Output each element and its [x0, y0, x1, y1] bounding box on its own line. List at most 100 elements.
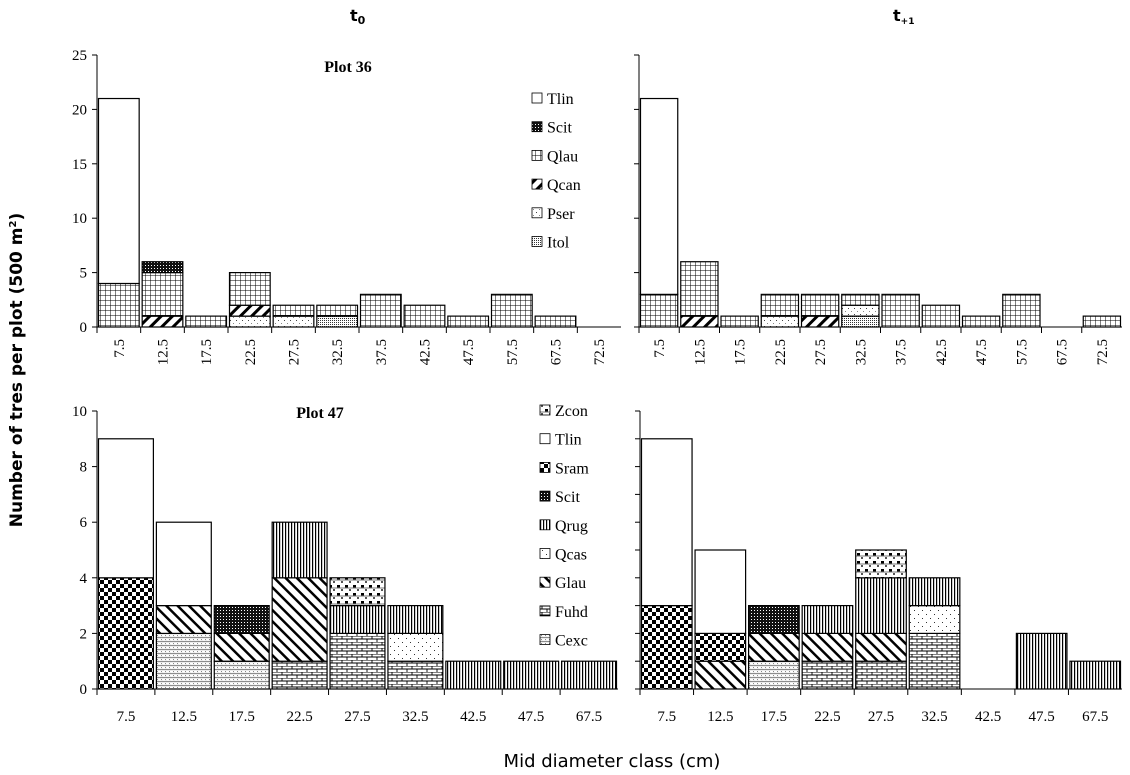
legend-label-qcas: Qcas	[555, 547, 587, 564]
bar-segment-cexc-17.5	[213, 660, 270, 690]
legend-label-pser: Pser	[547, 206, 575, 223]
bar-segment-scit-12.5	[141, 261, 184, 274]
legend-swatch-itol	[531, 236, 543, 247]
x-tick-label: 47.5	[1029, 709, 1055, 725]
bar-segment-qlau-7.5	[97, 282, 140, 328]
bar-segment-qlau-37.5	[359, 293, 402, 328]
x-tick-label: 22.5	[243, 339, 259, 365]
x-tick-label: 27.5	[813, 339, 829, 365]
bar-segment-qlau-47.5	[961, 315, 1001, 328]
x-tick-label: 17.5	[229, 709, 255, 725]
y-tick-label: 20	[72, 102, 87, 118]
column-title-t1: t+1	[893, 6, 914, 27]
legend-swatch-scit	[539, 490, 551, 502]
y-axis-label: Number of tres per plot (500 m2)	[7, 213, 27, 527]
x-tick-label: 17.5	[733, 339, 749, 365]
x-tick-label: 12.5	[156, 339, 172, 365]
x-tick-label: 32.5	[921, 709, 947, 725]
legend-swatch-qcas	[539, 548, 551, 559]
bar-segment-pser-32.5	[841, 304, 880, 317]
legend-label-fuhd: Fuhd	[555, 604, 588, 621]
bar-segment-fuhd-22.5	[801, 660, 854, 690]
bar-segment-qlau-27.5	[800, 293, 840, 317]
y-tick-label: 0	[80, 320, 88, 336]
bar-segment-sram-12.5	[694, 632, 747, 662]
bar-segment-qcas-32.5	[908, 604, 961, 634]
legend-label-scit: Scit	[547, 120, 572, 137]
bar-segment-tlin-12.5	[155, 521, 212, 607]
bar-segment-tlin-7.5	[97, 97, 140, 285]
bar-segment-glau-12.5	[155, 604, 212, 634]
bar-segment-qlau-57.5	[1002, 293, 1041, 328]
bar-segment-qlau-72.5	[1082, 315, 1122, 328]
legend-swatch-qlau	[531, 149, 543, 161]
bar-segment-sram-7.5	[97, 577, 154, 690]
x-tick-label: 7.5	[112, 339, 128, 358]
legend-label-qrug: Qrug	[555, 518, 588, 535]
bar-segment-qcan-12.5	[141, 315, 184, 328]
bar-segment-fuhd-27.5	[329, 632, 386, 690]
x-tick-label: 32.5	[853, 339, 869, 365]
bar-segment-qlau-7.5	[639, 293, 679, 328]
bar-segment-qrug-67.5	[561, 660, 618, 690]
x-tick-label: 47.5	[461, 339, 477, 365]
bar-segment-qlau-32.5	[316, 304, 359, 317]
bar-segment-scit-17.5	[213, 604, 270, 634]
bar-segment-scit-17.5	[748, 604, 800, 634]
x-tick-label: 12.5	[171, 709, 197, 725]
legend-label-glau: Glau	[555, 575, 586, 592]
bar-segment-glau-22.5	[271, 577, 328, 662]
bar-segment-qcas-32.5	[387, 632, 444, 662]
x-tick-label: 72.5	[1095, 339, 1111, 365]
plot-annotation: Plot 36	[324, 59, 372, 76]
y-tick-label: 2	[80, 626, 88, 642]
bar-segment-qcan-22.5	[228, 304, 271, 317]
bar-segment-cexc-12.5	[155, 632, 212, 690]
y-tick-label: 25	[72, 48, 87, 64]
bar-segment-qcan-27.5	[800, 315, 840, 328]
bar-segment-qrug-67.5	[1069, 660, 1122, 690]
x-tick-label: 12.5	[707, 709, 733, 725]
bar-segment-glau-27.5	[855, 632, 907, 662]
x-tick-label: 22.5	[286, 709, 312, 725]
y-tick-label: 8	[80, 460, 88, 476]
bar-segment-qlau-37.5	[881, 293, 920, 328]
bar-segment-qlau-22.5	[760, 293, 800, 317]
bar-segment-fuhd-27.5	[855, 660, 907, 690]
legend-label-qlau: Qlau	[547, 148, 578, 165]
legend-label-qcan: Qcan	[547, 177, 581, 194]
x-tick-label: 7.5	[117, 709, 136, 725]
legend-swatch-tlin	[539, 433, 551, 445]
x-tick-label: 27.5	[344, 709, 370, 725]
bar-segment-pser-22.5	[760, 315, 800, 328]
x-tick-label: 32.5	[330, 339, 346, 365]
legend-label-scit: Scit	[555, 489, 580, 506]
x-tick-label: 67.5	[1082, 709, 1108, 725]
x-tick-label: 67.5	[1055, 339, 1071, 365]
bar-segment-zcon-27.5	[855, 549, 907, 579]
panel-bottom-right: 7.5 12.5 17.5 22.5 27.5 32.5 42.5 47.5 67.5	[635, 410, 1122, 725]
bar-segment-qlau-12.5	[141, 272, 184, 317]
legend-swatch-cexc	[539, 634, 551, 645]
bar-segment-qcan-12.5	[680, 315, 719, 328]
legend-swatch-tlin	[531, 92, 543, 104]
bar-segment-glau-22.5	[801, 632, 854, 662]
legend-label-tlin: Tlin	[547, 91, 574, 108]
x-axis-label: Mid diameter class (cm)	[504, 751, 721, 772]
x-tick-label: 72.5	[592, 339, 608, 365]
x-tick-label: 22.5	[773, 339, 789, 365]
bar-segment-fuhd-32.5	[908, 632, 961, 690]
bar-segment-qlau-32.5	[841, 293, 880, 306]
bar-segment-qrug-47.5	[503, 660, 560, 690]
bar-segment-qrug-22.5	[271, 521, 328, 579]
legend-swatch-pser	[531, 207, 543, 219]
bar-segment-pser-22.5	[228, 315, 271, 328]
x-tick-label: 17.5	[199, 339, 215, 365]
bar-segment-sram-7.5	[640, 604, 693, 690]
legend-swatch-sram	[539, 461, 551, 473]
bar-segment-fuhd-32.5	[387, 660, 444, 690]
bar-segment-glau-17.5	[748, 632, 800, 662]
panel-top-right: 7.5 12.5 17.5 22.5 27.5 32.5 37.5 42.5 47.5 57.5 6…	[634, 54, 1122, 365]
legend: Zcon Tlin Sram Scit Qrug Qcas Glau Fuhd Cexc	[539, 403, 589, 650]
